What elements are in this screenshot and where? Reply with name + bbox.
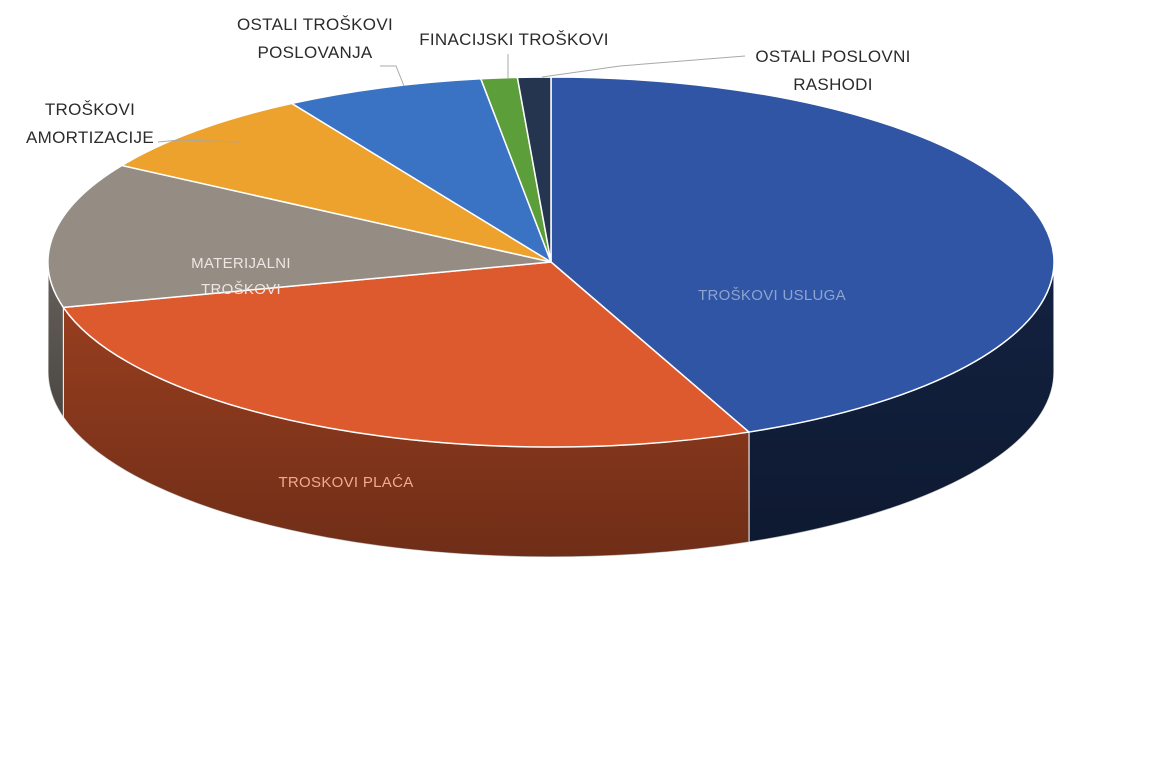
slice-label-financijski: FINACIJSKI TROŠKOVI — [419, 30, 609, 49]
slice-wall-shade-materijalni-troskovi — [47, 262, 64, 418]
slice-label-ostali-troskovi-line2: POSLOVANJA — [257, 43, 372, 62]
slice-label-amortizacija-line1: TROŠKOVI — [45, 100, 135, 119]
slice-label-amortizacija-line2: AMORTIZACIJE — [26, 128, 154, 147]
slice-troskovi-usluga — [550, 76, 1055, 433]
slice-troskovi-placa — [62, 261, 750, 448]
pie-top-slices — [47, 76, 1055, 448]
slice-troskovi-amortizacije — [121, 102, 552, 263]
slice-label-ostali-troskovi-line1: OSTALI TROŠKOVI — [237, 15, 393, 34]
slice-label-ostali-rashodi-line2: RASHODI — [793, 75, 873, 94]
slice-label-materijalni-line2: TROŠKOVI — [201, 281, 281, 298]
slice-ostali-troskovi-poslovanja — [291, 78, 552, 263]
slice-label-troskovi-placa: TROSKOVI PLAĆA — [278, 474, 413, 491]
slice-wall-shade-troskovi-usluga — [748, 262, 1054, 543]
slice-ostali-poslovni-rashodi — [516, 76, 552, 263]
slice-label-troskovi-usluga: TROŠKOVI USLUGA — [698, 287, 846, 304]
slice-label-materijalni-line1: MATERIJALNI — [191, 255, 291, 272]
slice-wall-shade-troskovi-placa — [63, 307, 749, 557]
slice-label-ostali-rashodi-line1: OSTALI POSLOVNI — [755, 47, 910, 66]
leader-lines — [157, 54, 746, 143]
slice-materijalni-troskovi — [47, 164, 552, 309]
pie-side-walls — [47, 261, 1055, 558]
